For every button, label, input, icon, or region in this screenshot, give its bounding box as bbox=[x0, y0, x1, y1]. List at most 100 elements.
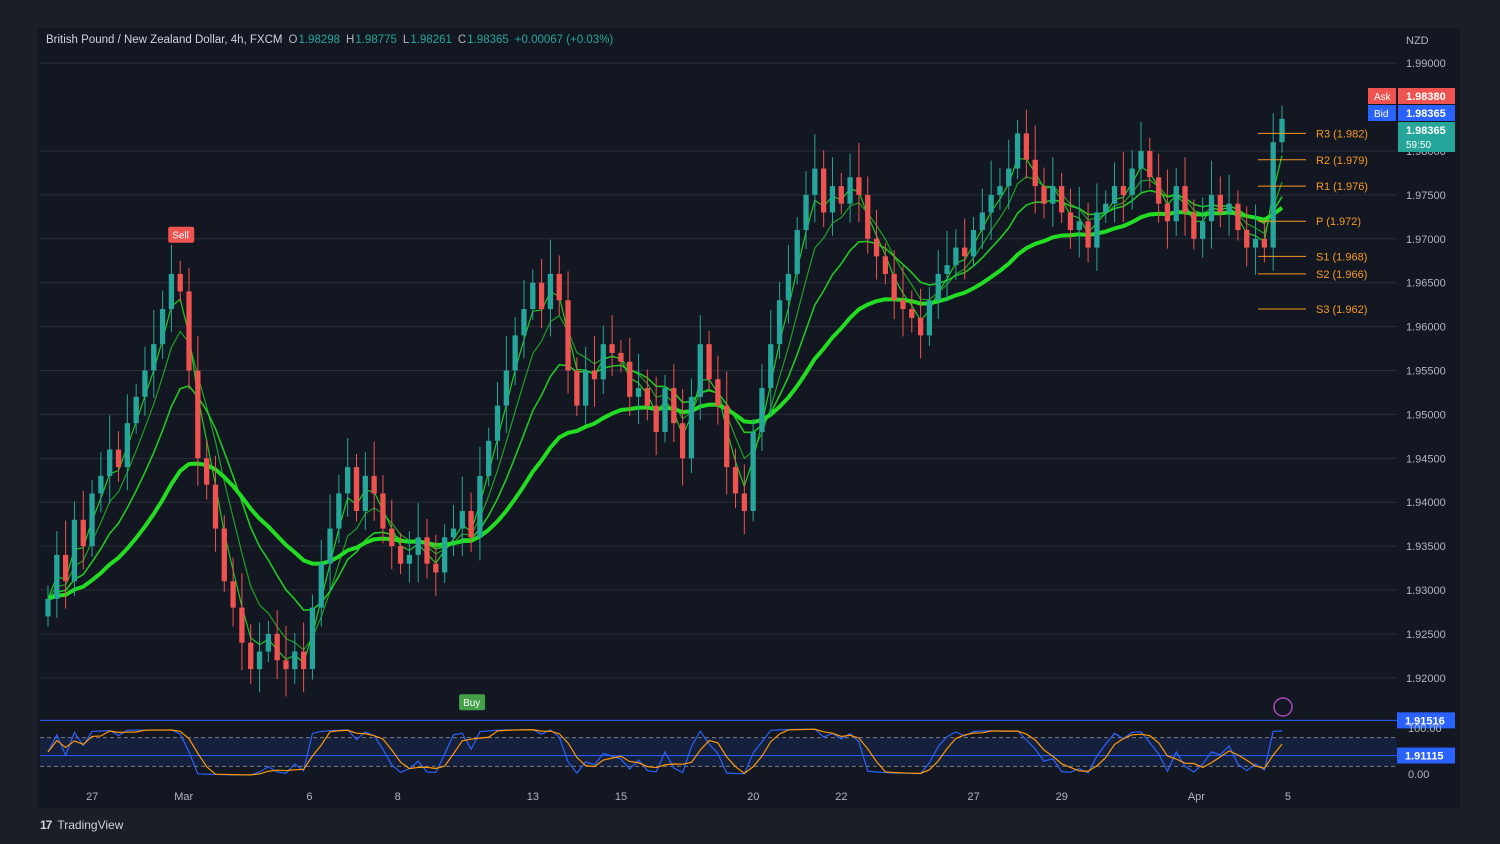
candle-body bbox=[794, 230, 800, 274]
tradingview-logo[interactable]: 17 TradingView bbox=[40, 818, 123, 832]
candle-body bbox=[283, 660, 289, 670]
price-axis-label: 1.93000 bbox=[1406, 585, 1446, 597]
price-tag-value: 1.98365 bbox=[1406, 108, 1446, 120]
price-tag-value: 1.98380 bbox=[1406, 91, 1446, 103]
time-axis-label: 13 bbox=[527, 791, 539, 803]
support-price-label: 1.91115 bbox=[1405, 751, 1444, 763]
candle-body bbox=[953, 247, 959, 266]
price-tag-box bbox=[1398, 105, 1455, 121]
candle-body bbox=[644, 388, 651, 406]
candle-body bbox=[494, 405, 501, 441]
candle-body bbox=[926, 300, 933, 336]
close-label: C bbox=[457, 34, 467, 46]
candle-body bbox=[433, 563, 439, 573]
price-axis-label: 1.97500 bbox=[1406, 190, 1446, 202]
countdown-label: 59:50 bbox=[1406, 140, 1431, 151]
candle-body bbox=[1200, 221, 1206, 239]
candle-body bbox=[292, 651, 298, 670]
candle-body bbox=[697, 344, 703, 397]
candle-body bbox=[917, 317, 924, 336]
candle-body bbox=[1270, 142, 1276, 248]
candle-body bbox=[1006, 168, 1012, 187]
candle-body bbox=[847, 177, 853, 204]
candle-body bbox=[230, 581, 236, 608]
candle-body bbox=[900, 300, 906, 310]
candle-body bbox=[591, 370, 598, 380]
price-tag-label: Bid bbox=[1374, 109, 1388, 120]
candle-body bbox=[353, 467, 360, 512]
candle-body bbox=[547, 273, 554, 310]
signal-label: Buy bbox=[463, 698, 480, 709]
candle-body bbox=[865, 194, 871, 239]
candle-body bbox=[1208, 194, 1215, 222]
candle-body bbox=[935, 273, 941, 301]
price-axis-label: 1.93500 bbox=[1406, 541, 1446, 553]
time-axis-label: 15 bbox=[615, 791, 627, 803]
candle-body bbox=[318, 563, 324, 608]
candle-body bbox=[776, 300, 783, 345]
candle-body bbox=[750, 431, 756, 512]
time-axis-label: 6 bbox=[306, 791, 312, 803]
candle-body bbox=[856, 177, 862, 195]
candle-body bbox=[89, 493, 95, 547]
candle-body bbox=[530, 282, 536, 310]
price-tag-box bbox=[1398, 88, 1455, 104]
price-axis-label: 1.94500 bbox=[1406, 453, 1446, 465]
candle-body bbox=[873, 238, 880, 257]
candle-body bbox=[1138, 150, 1144, 169]
candle-body bbox=[45, 598, 51, 617]
candle-body bbox=[521, 309, 527, 336]
candle-body bbox=[265, 633, 272, 652]
candle-body bbox=[159, 309, 166, 345]
candle-body bbox=[362, 475, 368, 512]
candle-body bbox=[71, 519, 78, 582]
change-value: +0.00067 (+0.03%) bbox=[514, 34, 614, 46]
stoch-band bbox=[40, 737, 1397, 767]
price-axis-label: 1.96500 bbox=[1406, 278, 1446, 290]
candle-body bbox=[1032, 159, 1038, 187]
candle-body bbox=[556, 273, 562, 301]
stoch-axis-label: 0.00 bbox=[1408, 769, 1429, 781]
price-tag-label: Ask bbox=[1374, 92, 1392, 103]
candle-body bbox=[327, 528, 333, 564]
candle-body bbox=[671, 388, 677, 424]
price-tag-value: 1.98365 bbox=[1406, 125, 1446, 137]
price-tag-box bbox=[1398, 122, 1455, 152]
candle-body bbox=[1155, 177, 1162, 204]
signal-badge bbox=[459, 694, 486, 711]
low-label: L bbox=[402, 34, 410, 46]
symbol-header: British Pound / New Zealand Dollar, 4h, … bbox=[46, 34, 619, 46]
candle-body bbox=[309, 607, 316, 670]
pivot-label: R1 (1.976) bbox=[1316, 181, 1368, 193]
candle-body bbox=[882, 256, 889, 274]
candle-body bbox=[1129, 168, 1135, 195]
candle-body bbox=[1182, 186, 1188, 213]
candle-body bbox=[239, 607, 245, 643]
time-axis-label: 22 bbox=[835, 791, 847, 803]
price-axis-label: 1.92000 bbox=[1406, 673, 1446, 685]
candle-body bbox=[424, 537, 430, 564]
candle-body bbox=[821, 168, 827, 213]
candle-body bbox=[635, 388, 642, 397]
candle-body bbox=[1050, 186, 1056, 204]
price-axis-label: 1.96000 bbox=[1406, 322, 1446, 334]
close-value: 1.98365 bbox=[467, 34, 509, 46]
candle-body bbox=[477, 475, 483, 538]
candle-body bbox=[785, 273, 792, 301]
candle-body bbox=[459, 511, 465, 529]
candle-body bbox=[1252, 238, 1259, 248]
time-axis-label: 5 bbox=[1285, 791, 1291, 803]
candle-body bbox=[336, 493, 342, 529]
candle-body bbox=[151, 344, 157, 371]
candle-body bbox=[168, 273, 175, 310]
stoch-d-line bbox=[47, 728, 1283, 776]
candle-body bbox=[177, 273, 183, 292]
candle-body bbox=[124, 423, 130, 468]
candle-body bbox=[715, 379, 721, 406]
price-axis-label: 1.94000 bbox=[1406, 497, 1446, 509]
candle-body bbox=[1103, 203, 1109, 213]
candle-body bbox=[829, 186, 836, 213]
candle-body bbox=[803, 194, 809, 231]
candle-body bbox=[1120, 186, 1126, 195]
